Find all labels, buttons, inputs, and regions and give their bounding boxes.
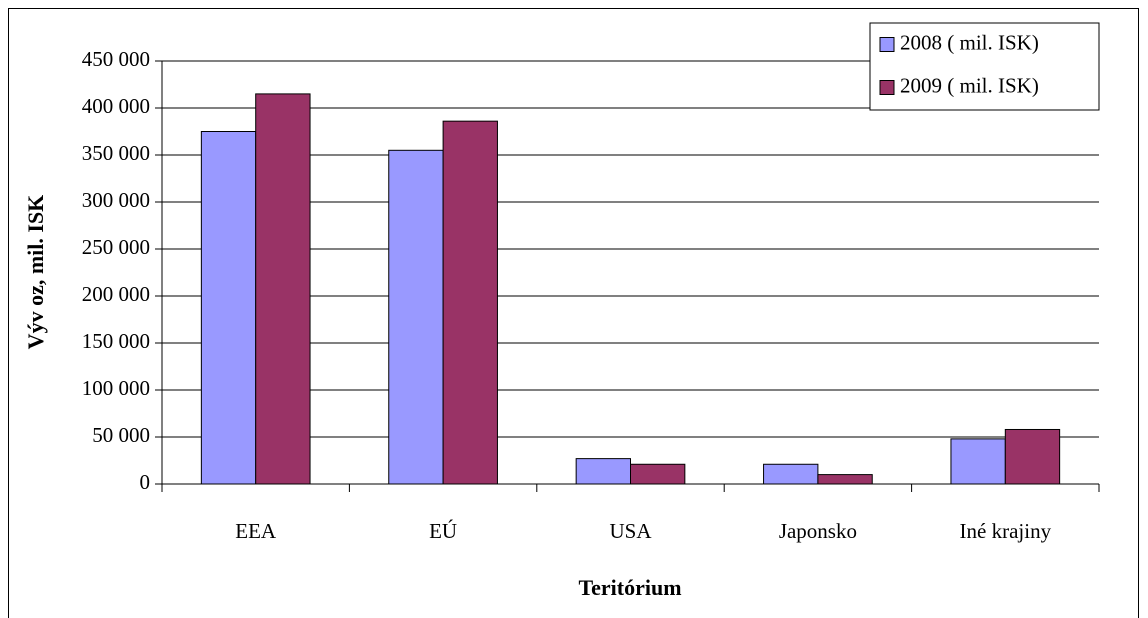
bar xyxy=(817,474,873,485)
y-tick-label: 150 000 xyxy=(82,329,150,353)
legend-swatch xyxy=(879,37,895,52)
legend-label: 2008 ( mil. ISK) xyxy=(900,30,1039,54)
legend-box xyxy=(869,22,1100,111)
y-tick-label: 250 000 xyxy=(82,235,150,259)
y-tick-label: 300 000 xyxy=(82,188,150,212)
y-tick-label: 350 000 xyxy=(82,141,150,165)
x-tick-label: USA xyxy=(609,519,652,543)
x-tick-label: EEA xyxy=(235,519,277,543)
bar xyxy=(630,463,686,485)
y-tick-label: 100 000 xyxy=(82,376,150,400)
bar xyxy=(388,149,444,485)
legend-label: 2009 ( mil. ISK) xyxy=(900,73,1039,97)
y-tick-label: 50 000 xyxy=(92,423,150,447)
x-tick-label: Japonsko xyxy=(779,519,857,543)
y-tick-label: 400 000 xyxy=(82,94,150,118)
chart-border xyxy=(8,8,1139,618)
bar xyxy=(950,438,1006,485)
x-axis-title: Teritórium xyxy=(578,575,681,600)
bar xyxy=(1004,428,1061,485)
y-axis-title: Výv oz, mil. ISK xyxy=(23,195,48,350)
x-tick-label: EÚ xyxy=(429,519,457,543)
bar xyxy=(763,463,819,485)
legend-swatch xyxy=(879,80,895,95)
bar xyxy=(442,120,498,485)
bar xyxy=(255,93,311,485)
bar xyxy=(575,458,631,485)
x-tick-label: Iné krajiny xyxy=(960,519,1052,543)
y-tick-label: 200 000 xyxy=(82,282,150,306)
y-tick-label: 450 000 xyxy=(82,47,150,71)
y-tick-label: 0 xyxy=(140,470,151,494)
bar xyxy=(200,131,257,485)
